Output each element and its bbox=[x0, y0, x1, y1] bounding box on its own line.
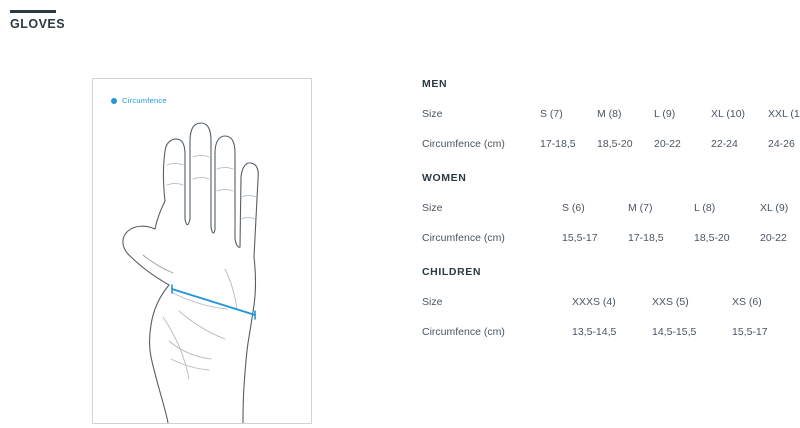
table-row: Circumfence (cm) 17-18,5 18,5-20 20-22 2… bbox=[422, 138, 795, 150]
table-cell: 14,5-15,5 bbox=[652, 326, 697, 338]
table-cell: XXL (11) bbox=[768, 108, 800, 120]
table-cell: 15,5-17 bbox=[732, 326, 768, 338]
size-table-women: WOMEN Size S (6) M (7) L (8) XL (9) Circ… bbox=[422, 172, 792, 244]
table-cell: S (6) bbox=[562, 202, 585, 214]
table-cell: 22-24 bbox=[711, 138, 738, 150]
table-cell: M (8) bbox=[597, 108, 622, 120]
table-cell: 17-18,5 bbox=[628, 232, 664, 244]
table-row: Size S (7) M (8) L (9) XL (10) XXL (11) bbox=[422, 108, 800, 120]
legend-label: Circumfence bbox=[122, 96, 167, 105]
table-cell: 15,5-17 bbox=[562, 232, 598, 244]
row-values: XXXS (4) XXS (5) XS (6) bbox=[540, 296, 800, 308]
row-label: Circumfence (cm) bbox=[422, 326, 505, 338]
table-cell: S (7) bbox=[540, 108, 563, 120]
row-values: S (6) M (7) L (8) XL (9) bbox=[540, 202, 800, 214]
section-heading-women: WOMEN bbox=[422, 172, 467, 184]
table-cell: 17-18,5 bbox=[540, 138, 576, 150]
page-title: GLOVES bbox=[10, 17, 66, 31]
row-values: 17-18,5 18,5-20 20-22 22-24 24-26 bbox=[540, 138, 800, 150]
circumfence-legend: Circumfence bbox=[111, 96, 167, 105]
row-label: Size bbox=[422, 108, 443, 120]
header-rule bbox=[10, 10, 56, 13]
table-cell: L (8) bbox=[694, 202, 716, 214]
table-cell: 20-22 bbox=[760, 232, 787, 244]
table-cell: XS (6) bbox=[732, 296, 762, 308]
table-cell: L (9) bbox=[654, 108, 676, 120]
table-cell: XXXS (4) bbox=[572, 296, 616, 308]
table-cell: XL (10) bbox=[711, 108, 746, 120]
row-label: Circumfence (cm) bbox=[422, 232, 505, 244]
row-values: S (7) M (8) L (9) XL (10) XXL (11) bbox=[540, 108, 800, 120]
table-cell: M (7) bbox=[628, 202, 653, 214]
circumfence-measure-line bbox=[171, 284, 256, 320]
blue-dot-icon bbox=[111, 97, 117, 104]
table-cell: 18,5-20 bbox=[597, 138, 633, 150]
size-tables: MEN Size S (7) M (8) L (9) XL (10) XXL (… bbox=[422, 78, 800, 338]
row-label: Circumfence (cm) bbox=[422, 138, 505, 150]
size-table-men: MEN Size S (7) M (8) L (9) XL (10) XXL (… bbox=[422, 78, 800, 150]
table-cell: XL (9) bbox=[760, 202, 789, 214]
table-cell: 13,5-14,5 bbox=[572, 326, 617, 338]
table-cell: 24-26 bbox=[768, 138, 795, 150]
table-row: Circumfence (cm) 13,5-14,5 14,5-15,5 15,… bbox=[422, 326, 792, 338]
row-label: Size bbox=[422, 202, 443, 214]
section-heading-men: MEN bbox=[422, 78, 448, 90]
table-cell: XXS (5) bbox=[652, 296, 689, 308]
table-row: Circumfence (cm) 15,5-17 17-18,5 18,5-20… bbox=[422, 232, 792, 244]
table-cell: 18,5-20 bbox=[694, 232, 730, 244]
page-header: GLOVES bbox=[10, 10, 65, 31]
hand-palm-illustration bbox=[122, 122, 259, 423]
section-heading-children: CHILDREN bbox=[422, 266, 482, 278]
table-row: Size XXXS (4) XXS (5) XS (6) bbox=[422, 296, 792, 308]
table-row: Size S (6) M (7) L (8) XL (9) bbox=[422, 202, 792, 214]
row-label: Size bbox=[422, 296, 443, 308]
row-values: 13,5-14,5 14,5-15,5 15,5-17 bbox=[540, 326, 800, 338]
size-table-children: CHILDREN Size XXXS (4) XXS (5) XS (6) Ci… bbox=[422, 266, 792, 338]
glove-measurement-illustration-panel: Circumfence bbox=[92, 78, 312, 424]
row-values: 15,5-17 17-18,5 18,5-20 20-22 bbox=[540, 232, 800, 244]
table-cell: 20-22 bbox=[654, 138, 681, 150]
